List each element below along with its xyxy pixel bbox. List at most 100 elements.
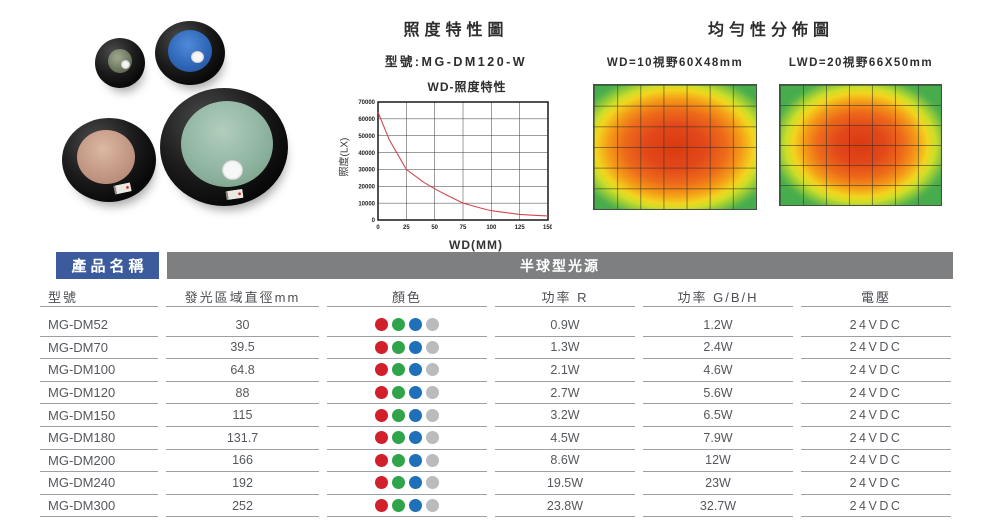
cell-power-r: 0.9W bbox=[495, 314, 635, 337]
cell-voltage: 24VDC bbox=[801, 404, 951, 427]
color-dot-gray bbox=[426, 363, 439, 377]
uniformity-title: 均勻性分佈圖 bbox=[707, 22, 834, 39]
cell-colors bbox=[327, 337, 487, 360]
cell-model: MG-DM300 bbox=[40, 495, 158, 518]
cell-model: MG-DM150 bbox=[40, 404, 158, 427]
camera-hole bbox=[191, 51, 204, 63]
dome-light-photo-blue bbox=[155, 21, 225, 85]
color-dot-gray bbox=[426, 340, 439, 354]
svg-text:20000: 20000 bbox=[358, 184, 375, 190]
cell-power-gbh: 6.5W bbox=[643, 404, 793, 427]
cell-diameter: 252 bbox=[166, 495, 319, 518]
dome-diffuser bbox=[77, 130, 135, 184]
wd-line-chart: 0 10000 20000 30000 40000 50000 60000 70000 0 25 5… bbox=[350, 97, 553, 242]
cell-model: MG-DM70 bbox=[40, 337, 158, 360]
svg-text:10000: 10000 bbox=[358, 201, 375, 207]
dome-diffuser bbox=[168, 30, 212, 72]
product-table-section: 產品名稱 半球型光源 型號 發光區域直徑mm 顏色 功率 R 功率 G/B/H … bbox=[40, 252, 953, 518]
label-sticker bbox=[225, 188, 244, 201]
cell-diameter: 88 bbox=[166, 382, 319, 405]
color-dot-blue bbox=[409, 453, 422, 467]
color-dot-red bbox=[375, 386, 388, 400]
color-dot-red bbox=[375, 476, 388, 490]
cell-power-r: 8.6W bbox=[495, 450, 635, 473]
heatmap-grid bbox=[594, 85, 756, 209]
svg-text:125: 125 bbox=[515, 225, 526, 231]
cell-power-r: 23.8W bbox=[495, 495, 635, 518]
cell-power-r: 19.5W bbox=[495, 472, 635, 495]
color-dot-blue bbox=[409, 363, 422, 377]
color-dot-green bbox=[392, 363, 405, 377]
cell-model: MG-DM100 bbox=[40, 359, 158, 382]
svg-text:30000: 30000 bbox=[358, 168, 375, 174]
illuminance-section: 照度特性圖 型號:MG-DM120-W WD-照度特性 照度(LX) 0 1000… bbox=[336, 16, 576, 252]
x-axis-label: WD(MM) bbox=[449, 238, 503, 252]
cell-model: MG-DM240 bbox=[40, 472, 158, 495]
color-dot-red bbox=[375, 431, 388, 445]
svg-text:25: 25 bbox=[403, 225, 410, 231]
dome-light-photo-green bbox=[160, 88, 288, 206]
color-dot-red bbox=[375, 318, 388, 332]
svg-text:75: 75 bbox=[460, 225, 467, 231]
svg-text:50: 50 bbox=[431, 225, 438, 231]
cell-diameter: 166 bbox=[166, 450, 319, 473]
svg-text:40000: 40000 bbox=[358, 151, 375, 157]
cell-colors bbox=[327, 472, 487, 495]
color-dot-red bbox=[375, 499, 388, 513]
color-dot-gray bbox=[426, 431, 439, 445]
cell-diameter: 39.5 bbox=[166, 337, 319, 360]
cell-power-r: 3.2W bbox=[495, 404, 635, 427]
cell-colors bbox=[327, 359, 487, 382]
cell-diameter: 115 bbox=[166, 404, 319, 427]
y-axis-label: 照度(LX) bbox=[339, 137, 351, 177]
cell-diameter: 131.7 bbox=[166, 427, 319, 450]
color-dot-red bbox=[375, 408, 388, 422]
color-dot-green bbox=[392, 340, 405, 354]
dome-light-photo-small bbox=[95, 38, 145, 88]
color-dot-gray bbox=[426, 386, 439, 400]
model-label: 型號:MG-DM120-W bbox=[384, 55, 528, 69]
cell-power-r: 1.3W bbox=[495, 337, 635, 360]
uniformity-heatmap-lwd20 bbox=[779, 84, 942, 206]
color-dot-blue bbox=[409, 340, 422, 354]
cell-colors bbox=[327, 404, 487, 427]
cell-voltage: 24VDC bbox=[801, 427, 951, 450]
color-dot-blue bbox=[409, 318, 422, 332]
col-header-color: 顏色 bbox=[327, 286, 487, 307]
color-dot-green bbox=[392, 408, 405, 422]
category-header: 半球型光源 bbox=[167, 252, 953, 279]
cell-voltage: 24VDC bbox=[801, 382, 951, 405]
color-dot-gray bbox=[426, 408, 439, 422]
color-dot-green bbox=[392, 431, 405, 445]
cell-voltage: 24VDC bbox=[801, 450, 951, 473]
svg-text:0: 0 bbox=[376, 225, 380, 231]
cell-diameter: 64.8 bbox=[166, 359, 319, 382]
cell-voltage: 24VDC bbox=[801, 495, 951, 518]
cell-colors bbox=[327, 314, 487, 337]
camera-hole bbox=[222, 160, 243, 180]
col-header-voltage: 電壓 bbox=[801, 286, 951, 307]
svg-text:50000: 50000 bbox=[358, 134, 375, 140]
cell-power-gbh: 5.6W bbox=[643, 382, 793, 405]
svg-text:100: 100 bbox=[486, 225, 497, 231]
svg-text:150: 150 bbox=[543, 225, 552, 231]
color-dot-green bbox=[392, 318, 405, 332]
color-dot-blue bbox=[409, 499, 422, 513]
cell-model: MG-DM200 bbox=[40, 450, 158, 473]
color-dot-red bbox=[375, 363, 388, 377]
uniformity-map-label-wd10: WD=10視野60X48mm bbox=[606, 57, 744, 69]
cell-voltage: 24VDC bbox=[801, 472, 951, 495]
color-dot-gray bbox=[426, 476, 439, 490]
chart-title: WD-照度特性 bbox=[427, 80, 507, 94]
cell-power-gbh: 4.6W bbox=[643, 359, 793, 382]
color-dot-green bbox=[392, 476, 405, 490]
cell-colors bbox=[327, 382, 487, 405]
column-header-row: 型號 發光區域直徑mm 顏色 功率 R 功率 G/B/H 電壓 bbox=[40, 286, 953, 307]
col-header-diameter: 發光區域直徑mm bbox=[166, 286, 319, 307]
cell-colors bbox=[327, 427, 487, 450]
cell-voltage: 24VDC bbox=[801, 314, 951, 337]
product-photo-cluster bbox=[0, 0, 330, 240]
cell-power-gbh: 32.7W bbox=[643, 495, 793, 518]
svg-text:0: 0 bbox=[372, 218, 376, 224]
color-dot-red bbox=[375, 453, 388, 467]
